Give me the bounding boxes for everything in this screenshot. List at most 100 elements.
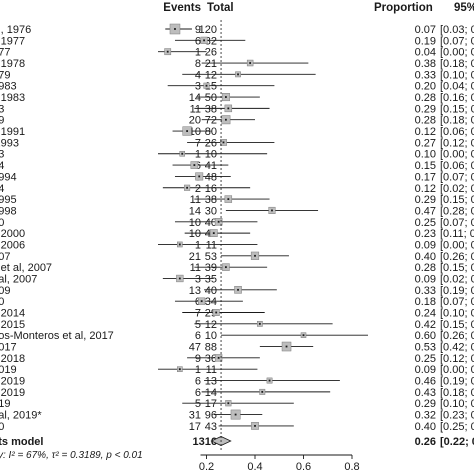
study-total: 10 [205,149,217,161]
point-estimate-marker [225,96,227,98]
x-axis: 0.2 0.4 0.6 0.8 [199,454,360,473]
point-estimate-marker [225,118,227,121]
study-ci: [0.03; 0.14] [440,24,474,36]
study-total: 40 [205,217,217,229]
study-ci: [0.18; 0.40] [440,115,474,127]
study-events: 7 [195,137,201,149]
study-events: 9 [195,353,201,365]
point-estimate-marker [178,243,181,246]
study-events: 3 [195,273,201,285]
study-label: , 1998 [0,205,17,217]
study-label: , 1994 [0,171,17,183]
study-proportion: 0.28 [415,115,436,127]
study-proportion: 0.23 [415,228,436,240]
point-estimate-marker [222,141,225,144]
study-row: al, 200010440.23[0.11; 0.38] [0,228,474,240]
study-events: 1 [195,239,201,251]
study-ci: [0.11; 0.38] [440,228,474,240]
study-label: , 2017 [0,342,17,354]
study-proportion: 0.25 [415,353,436,365]
point-estimate-marker [261,390,264,393]
point-estimate-marker [186,186,188,189]
study-events: 9 [195,24,201,36]
study-label: al, 2015 [0,319,25,331]
study-total: 17 [205,398,217,410]
study-label: 1977 [0,47,10,59]
study-total: 40 [205,285,217,297]
study-proportion: 0.12 [415,126,436,138]
study-ci: [0.42; 0.64] [440,342,474,354]
study-events: 31 [189,410,201,422]
study-label: 2007 [0,251,10,263]
study-total: 26 [205,47,217,59]
study-proportion: 0.29 [415,103,436,115]
point-estimate-marker [174,28,176,30]
study-proportion: 0.32 [415,410,436,422]
study-label: al, 2014 [0,308,25,320]
study-label: al, 2019 [0,387,25,399]
point-estimate-marker [186,130,188,132]
point-estimate-marker [178,277,181,280]
study-ci: [0.07; 0.36] [440,35,474,47]
study-row: , 1998 14 30 0.47 [0.28; 0.66] [0,205,474,217]
point-estimate-marker [227,198,230,200]
study-label: –Los-Monteros et al, 2017 [0,330,114,342]
point-estimate-marker [302,334,305,337]
study-ci: [0.23; 0.43] [440,410,474,422]
study-events: 6 [195,35,201,47]
study-label: al, 1983 [0,92,25,104]
study-proportion: 0.29 [415,194,436,206]
study-events: 10 [189,228,201,240]
study-ci: [0.00; 0.45] [440,149,474,161]
heterogeneity-text: y: I² = 67%, τ² = 0.3189, p < 0.01 [0,450,143,461]
study-proportion: 0.60 [415,330,436,342]
study-row: , 1995 11 38 0.29 [0.15; 0.46] [0,194,474,206]
study-events: 6 [195,296,201,308]
study-total: 13 [205,376,217,388]
point-estimate-marker [217,356,220,359]
study-proportion: 0.29 [415,398,436,410]
proportion-column-header: Proportion [374,2,433,14]
study-ci: [0.04; 0.48] [440,81,474,93]
point-estimate-marker [166,50,169,53]
study-ci: [0.15; 0.72] [440,319,474,331]
study-row: et al, 2007 3 35 0.09 [0.02; 0.23] [0,273,474,285]
point-estimate-marker [227,402,230,405]
study-label: 000 [0,217,4,229]
study-row: 010 6 34 0.18 [0.07; 0.35] [0,296,474,308]
study-proportion: 0.04 [415,47,436,59]
study-ci: [0.02; 0.38] [440,183,474,195]
study-events: 8 [195,58,201,70]
study-events: 6 [195,376,201,388]
study-row: al, 2019 6 14 0.43 [0.18; 0.71] [0,387,474,399]
study-label: al, 2018 [0,353,25,365]
point-estimate-marker [181,152,184,155]
summary-ci: [0.22; 0.30] [440,436,474,448]
study-events: 6 [195,330,201,342]
study-proportion: 0.38 [415,58,436,70]
events-column-header: Events [163,2,201,14]
study-ci: [0.15; 0.46] [440,103,474,115]
study-proportion: 0.40 [415,251,436,263]
study-total: 11 [206,364,217,376]
study-label: 010 [0,296,4,308]
study-proportion: 0.09 [415,364,436,376]
study-proportion: 0.27 [415,137,436,149]
study-proportion: 0.12 [415,183,436,195]
study-label: 993 [0,149,4,161]
x-axis-tick-label: 0.4 [247,461,262,473]
study-events: 10 [189,126,201,138]
x-axis-tick-label: 0.6 [296,461,311,473]
study-total: 12 [205,319,217,331]
study-total: 35 [205,273,217,285]
study-label: et al, 2019* [0,410,42,422]
study-row: al, 2018 9 36 0.25 [0.12; 0.42] [0,353,474,365]
study-proportion: 0.43 [415,387,436,399]
study-total: 10 [205,330,217,342]
point-estimate-marker [200,300,203,303]
study-events: 5 [195,398,201,410]
